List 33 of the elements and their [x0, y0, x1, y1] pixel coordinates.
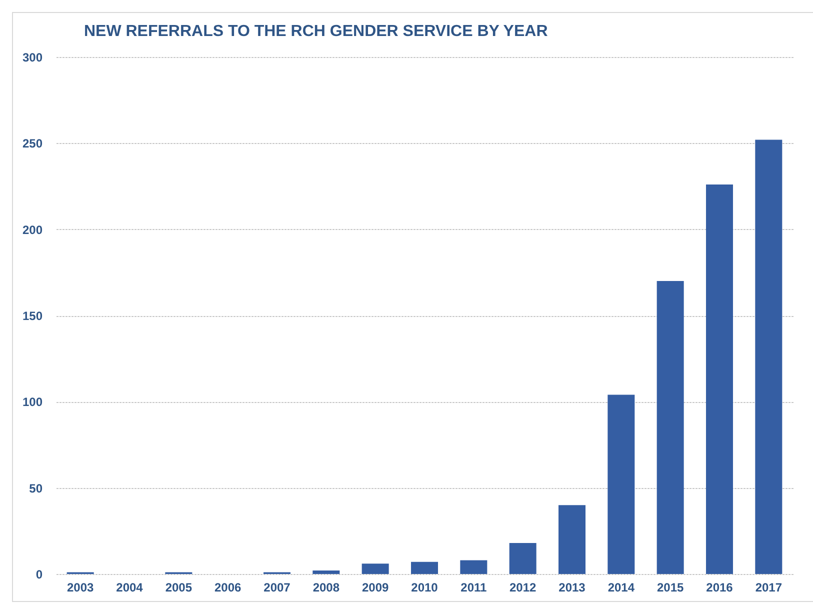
y-tick-label: 300 [22, 50, 43, 64]
x-tick-label: 2017 [755, 580, 782, 594]
bar [558, 505, 586, 574]
x-tick-label: 2013 [558, 580, 586, 594]
x-tick-label: 2007 [264, 580, 291, 594]
x-tick-label: 2005 [165, 580, 192, 594]
bar [755, 140, 782, 574]
x-tick-label: 2015 [656, 580, 684, 594]
y-tick-label: 150 [22, 309, 43, 323]
x-tick-label: 2003 [66, 580, 94, 594]
bar [362, 564, 389, 574]
bar [460, 560, 488, 574]
x-tick-label: 2009 [362, 580, 390, 594]
y-tick-label: 250 [22, 136, 43, 151]
bar [656, 281, 684, 574]
x-tick-label: 2008 [312, 580, 340, 594]
y-tick-label: 200 [22, 222, 43, 237]
bar [608, 394, 635, 574]
y-tick-label: 100 [22, 395, 43, 410]
bar [411, 562, 438, 574]
bar [312, 570, 340, 574]
y-tick-label: 50 [29, 481, 43, 496]
x-tick-label: 2006 [214, 580, 242, 594]
x-tick-label: 2010 [411, 580, 438, 594]
y-tick-label: 0 [36, 568, 43, 582]
x-tick-label: 2004 [116, 580, 144, 594]
x-tick-label: 2011 [460, 580, 487, 594]
x-tick-label: 2012 [509, 580, 536, 594]
x-tick-label: 2014 [608, 580, 635, 594]
x-tick-label: 2016 [706, 580, 734, 594]
chart-title: NEW REFERRALS TO THE RCH GENDER SERVICE BY YEAR [84, 23, 548, 40]
bar [706, 184, 733, 574]
bar [509, 542, 536, 574]
